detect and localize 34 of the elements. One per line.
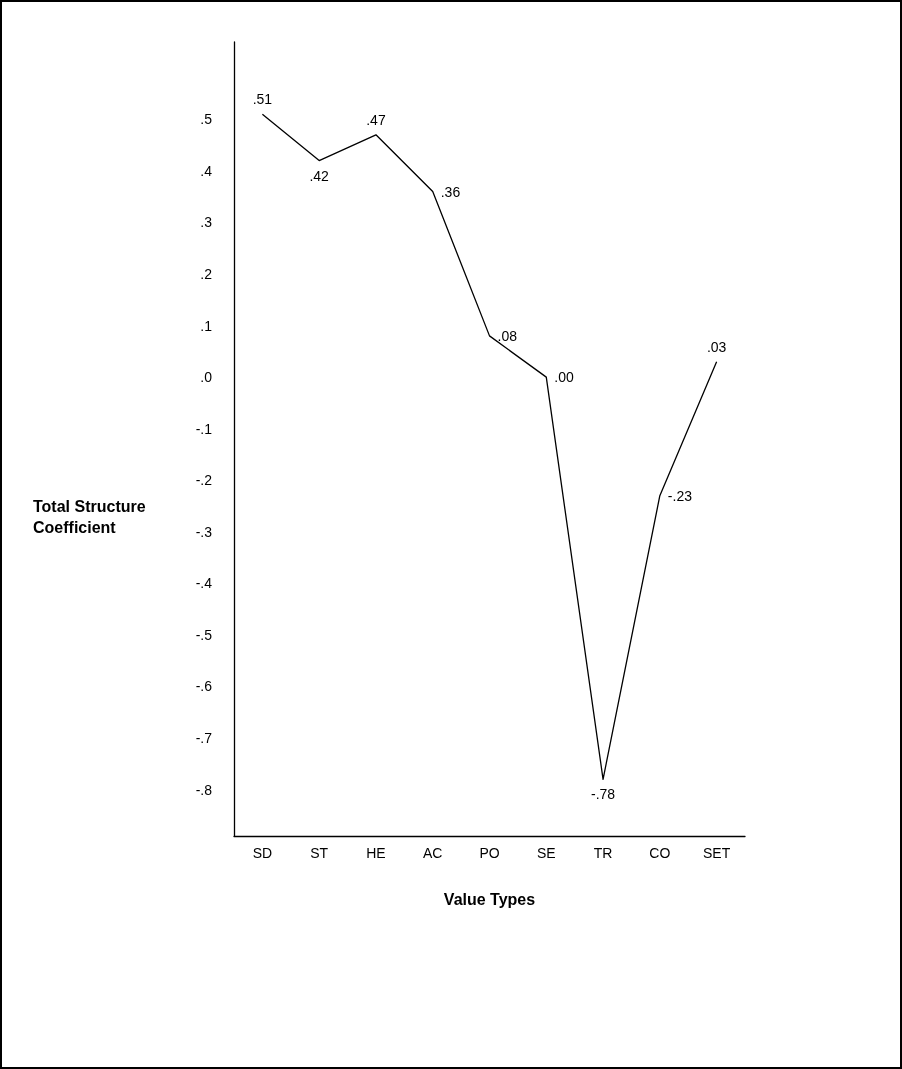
y-tick-label: .4 <box>200 162 213 179</box>
y-tick-label: -.8 <box>195 781 213 798</box>
y-tick-label: -.6 <box>195 678 213 695</box>
y-tick-label: -.5 <box>195 626 213 643</box>
data-label: -.78 <box>590 786 616 803</box>
y-tick-label: .0 <box>200 369 213 386</box>
y-tick-label: .3 <box>200 214 213 231</box>
y-tick-label: -.1 <box>195 420 213 437</box>
x-tick-label: SET <box>702 845 731 861</box>
x-tick-label: SD <box>252 845 273 861</box>
data-label: .00 <box>554 369 574 386</box>
data-label: .51 <box>252 91 273 108</box>
data-label: .08 <box>497 327 518 344</box>
y-tick-label: .2 <box>200 266 213 283</box>
data-label: .03 <box>706 338 727 355</box>
x-tick-label: PO <box>479 845 500 861</box>
data-label: .42 <box>309 167 330 184</box>
y-tick-label: -.3 <box>195 523 213 540</box>
y-axis-title: Total Structure Coefficient <box>33 498 151 536</box>
x-tick-label: TR <box>593 845 613 861</box>
y-tick-label: -.4 <box>195 575 213 592</box>
data-label: .36 <box>440 183 461 200</box>
x-tick-label: HE <box>366 845 386 861</box>
x-tick-label: SE <box>536 845 556 861</box>
y-tick-label: .5 <box>200 111 213 128</box>
y-tick-label: .1 <box>200 317 213 334</box>
x-tick-label: CO <box>649 845 671 861</box>
x-axis-title: Value Types <box>443 890 536 908</box>
data-label: -.23 <box>667 487 693 504</box>
x-tick-label: AC <box>423 845 443 861</box>
y-tick-label: -.7 <box>195 730 213 747</box>
data-label: .47 <box>366 111 386 128</box>
y-tick-label: -.2 <box>195 472 213 489</box>
x-tick-label: ST <box>310 845 329 861</box>
